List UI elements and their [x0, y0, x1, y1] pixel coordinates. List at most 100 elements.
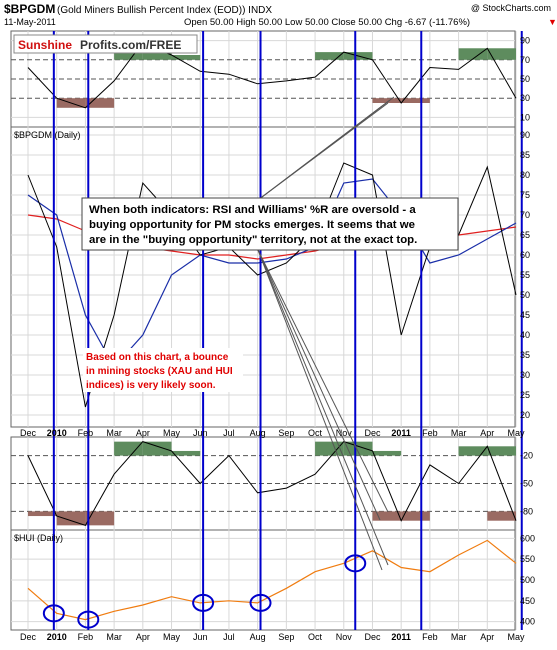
y-tick-label: 75 — [520, 190, 530, 200]
x-tick-label: Mar — [451, 428, 467, 438]
oversold-fill — [487, 511, 516, 521]
y-tick-label: 10 — [520, 112, 530, 122]
y-tick-label: 60 — [520, 250, 530, 260]
oversold-fill — [401, 511, 430, 521]
index-name: (Gold Miners Bullish Percent Index (EOD)… — [57, 5, 272, 16]
y-tick-label: 70 — [520, 210, 530, 220]
x-tick-label: Aug — [250, 428, 266, 438]
overbought-fill — [343, 441, 373, 456]
x-tick-label: Dec — [20, 428, 37, 438]
x-tick-label: Sep — [278, 632, 294, 642]
x-tick-label: 2011 — [391, 428, 411, 438]
oversold-fill — [85, 511, 115, 526]
pointer-line — [257, 249, 381, 521]
logo-profits: Profits.com/FREE — [80, 38, 181, 52]
overbought-fill — [171, 55, 201, 60]
copyright: @ StockCharts.com — [471, 3, 551, 13]
y-tick-label: 85 — [520, 150, 530, 160]
hui-low-circle — [77, 610, 100, 629]
oversold-fill — [372, 98, 402, 103]
x-tick-label: Jul — [223, 632, 235, 642]
y-tick-label: 600 — [520, 533, 535, 543]
y-tick-label: 80 — [520, 170, 530, 180]
x-tick-label: Feb — [78, 632, 94, 642]
y-tick-label: 30 — [520, 370, 530, 380]
annotation-line-3: are in the "buying opportunity" territor… — [89, 234, 417, 246]
x-tick-label: Mar — [106, 632, 122, 642]
hui-low-circle — [249, 593, 272, 612]
x-tick-label: Aug — [250, 632, 266, 642]
y-tick-label: 450 — [520, 596, 535, 606]
overbought-fill — [487, 446, 516, 456]
willr-line — [27, 441, 517, 527]
y-tick-label: 40 — [520, 330, 530, 340]
x-tick-label: May — [507, 428, 525, 438]
y-tick-label: 45 — [520, 310, 530, 320]
x-tick-label: May — [163, 428, 181, 438]
y-tick-label: 20 — [520, 410, 530, 420]
x-tick-label: Feb — [422, 428, 438, 438]
y-tick-label: 55 — [520, 270, 530, 280]
overbought-fill — [114, 441, 143, 456]
y-tick-label: 550 — [520, 554, 535, 564]
overbought-fill — [458, 48, 488, 60]
y-tick-label: 400 — [520, 617, 535, 627]
y-tick-label: 90 — [520, 130, 530, 140]
logo-sunshine: Sunshine — [18, 38, 72, 52]
annotation-pointers — [257, 96, 395, 571]
signal-lines — [42, 31, 523, 630]
x-tick-label: Mar — [106, 428, 122, 438]
x-tick-label: Sep — [278, 428, 294, 438]
overbought-fill — [315, 52, 344, 60]
overbought-fill — [458, 446, 488, 456]
x-tick-label: Feb — [422, 632, 438, 642]
date-label: 11-May-2011 — [4, 17, 56, 27]
x-tick-label: Dec — [364, 428, 381, 438]
red-note-line-1: Based on this chart, a bounce — [86, 352, 229, 363]
oversold-fill — [28, 511, 57, 517]
x-tick-label: 2011 — [391, 632, 411, 642]
oversold-fill — [401, 98, 430, 103]
hui-line — [27, 539, 517, 621]
y-tick-label: 25 — [520, 390, 530, 400]
x-tick-label: Feb — [78, 428, 94, 438]
pointer-line — [257, 249, 389, 566]
y-tick-label: -80 — [520, 506, 533, 516]
x-tick-label: Mar — [451, 632, 467, 642]
overbought-fill — [487, 48, 516, 60]
y-tick-label: -50 — [520, 479, 533, 489]
logo-box — [13, 34, 198, 54]
pointer-line — [257, 102, 389, 201]
annotation-line-2: buying opportunity for PM stocks emerges… — [89, 219, 415, 231]
oversold-fill — [85, 98, 115, 108]
pointer-line — [257, 249, 383, 571]
quote-line: Open 50.00 High 50.00 Low 50.00 Close 50… — [184, 17, 470, 28]
y-tick-label: 65 — [520, 230, 530, 240]
oversold-fill — [372, 511, 402, 521]
hui-low-circle — [42, 604, 65, 623]
x-tick-label: Nov — [336, 632, 353, 642]
axis-ticks: 90 70 50 30 10 90 85 80 75 70 65 60 55 50 45 40 35 30 25 20… — [520, 36, 535, 627]
down-arrow-icon: ▼ — [548, 17, 557, 27]
oversold-fill — [56, 511, 86, 526]
annotation-box — [81, 197, 459, 251]
overbought-fill — [142, 441, 172, 456]
y-tick-label: 30 — [520, 93, 530, 103]
x-tick-label: Oct — [308, 428, 323, 438]
x-tick-label: Apr — [480, 428, 494, 438]
symbol-title: $BPGDM — [4, 2, 55, 16]
y-tick-label: 70 — [520, 55, 530, 65]
hui-low-circle — [344, 554, 367, 573]
hui-panel-label: $HUI (Daily) — [14, 533, 63, 543]
y-tick-label: 35 — [520, 350, 530, 360]
x-tick-label: Jun — [193, 428, 208, 438]
pointer-line — [257, 249, 389, 513]
x-tick-label: May — [163, 632, 181, 642]
y-tick-label: 90 — [520, 36, 530, 46]
annotation-line-1: When both indicators: RSI and Williams' … — [89, 204, 416, 216]
red-note-line-3: indices) is very likely soon. — [86, 380, 216, 391]
y-tick-label: -20 — [520, 451, 533, 461]
overbought-fill — [171, 450, 201, 456]
hui-low-circle — [192, 593, 215, 612]
